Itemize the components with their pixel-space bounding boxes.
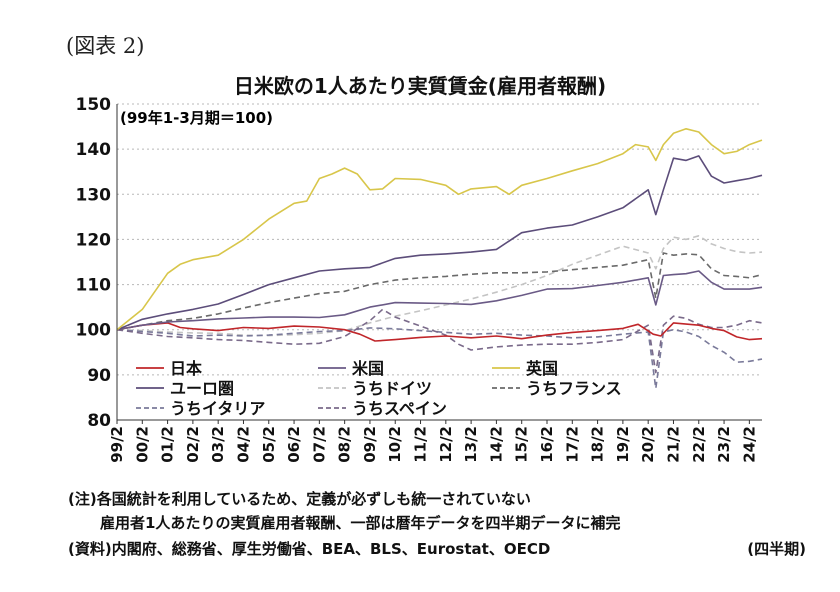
legend-label: 英国 xyxy=(525,359,558,378)
note-definition: (注)各国統計を利用しているため、定義が必ずしも統一されていない xyxy=(68,490,531,508)
chart-title: 日米欧の1人あたり実質賃金(雇用者報酬) xyxy=(233,74,607,98)
axes xyxy=(116,104,762,421)
series-line-1 xyxy=(116,270,763,331)
x-tick-label: 09/2 xyxy=(361,426,379,463)
y-tick-label: 80 xyxy=(87,411,111,431)
legend-label: うちフランス xyxy=(526,379,622,398)
legend-label: 米国 xyxy=(352,359,384,378)
x-tick-label: 00/2 xyxy=(133,426,151,463)
x-tick-label: 01/2 xyxy=(159,426,177,463)
x-tick-label: 10/2 xyxy=(386,426,404,463)
series-line-0 xyxy=(116,322,763,342)
x-tick-label: 05/2 xyxy=(260,426,278,463)
legend-label: うちスペイン xyxy=(352,399,447,418)
x-tick-label: 12/2 xyxy=(437,426,455,463)
x-axis-ticks: 99/2 00/2 01/2 02/2 03/2 04/2 05/2 06/2 07/2 08/2… xyxy=(108,420,758,463)
x-tick-label: 19/2 xyxy=(614,426,632,463)
series-line-2 xyxy=(116,128,763,331)
series-line-7 xyxy=(116,308,763,374)
x-tick-label: 11/2 xyxy=(412,426,430,463)
x-tick-label: 18/2 xyxy=(589,426,607,463)
x-tick-label: 24/2 xyxy=(740,426,758,463)
series-lines xyxy=(116,128,763,390)
x-tick-label: 06/2 xyxy=(285,426,303,463)
unit-label: (四半期) xyxy=(747,540,806,558)
y-axis-ticks: 80 90 100 110 120 130 140 150 xyxy=(76,95,112,431)
legend-label: うちイタリア xyxy=(170,399,265,418)
x-tick-label: 16/2 xyxy=(538,426,556,463)
y-tick-label: 150 xyxy=(76,95,112,115)
x-tick-label: 07/2 xyxy=(310,426,328,463)
figure-label: (図表 2) xyxy=(66,34,145,58)
x-tick-label: 14/2 xyxy=(487,426,505,463)
grid-lines xyxy=(117,103,762,376)
x-tick-label: 04/2 xyxy=(234,426,252,463)
x-tick-label: 99/2 xyxy=(108,426,126,463)
series-line-4 xyxy=(116,235,763,337)
legend-label: うちドイツ xyxy=(352,379,432,398)
x-tick-label: 13/2 xyxy=(462,426,480,463)
series-line-6 xyxy=(116,327,763,390)
y-tick-label: 140 xyxy=(76,140,112,160)
y-tick-label: 100 xyxy=(76,321,112,341)
base-note: (99年1-3月期＝100) xyxy=(120,109,273,127)
y-tick-label: 90 xyxy=(87,366,111,386)
legend-label: ユーロ圏 xyxy=(170,379,234,398)
x-tick-label: 02/2 xyxy=(184,426,202,463)
series-line-3 xyxy=(116,155,763,331)
x-tick-label: 03/2 xyxy=(209,426,227,463)
y-tick-label: 110 xyxy=(76,276,112,296)
legend-label: 日本 xyxy=(170,359,202,378)
x-tick-label: 23/2 xyxy=(715,426,733,463)
x-tick-label: 22/2 xyxy=(690,426,708,463)
x-tick-label: 08/2 xyxy=(336,426,354,463)
series-line-5 xyxy=(116,252,763,331)
x-tick-label: 21/2 xyxy=(664,426,682,463)
source-note: (資料)内閣府、総務省、厚生労働省、BEA、BLS、Eurostat、OECD xyxy=(68,540,551,558)
note-supplement: 雇用者1人あたりの実質雇用者報酬、一部は暦年データを四半期データに補完 xyxy=(100,514,621,532)
y-tick-label: 120 xyxy=(76,230,112,250)
x-tick-label: 15/2 xyxy=(513,426,531,463)
x-tick-label: 17/2 xyxy=(563,426,581,463)
x-tick-label: 20/2 xyxy=(639,426,657,463)
y-tick-label: 130 xyxy=(76,185,112,205)
